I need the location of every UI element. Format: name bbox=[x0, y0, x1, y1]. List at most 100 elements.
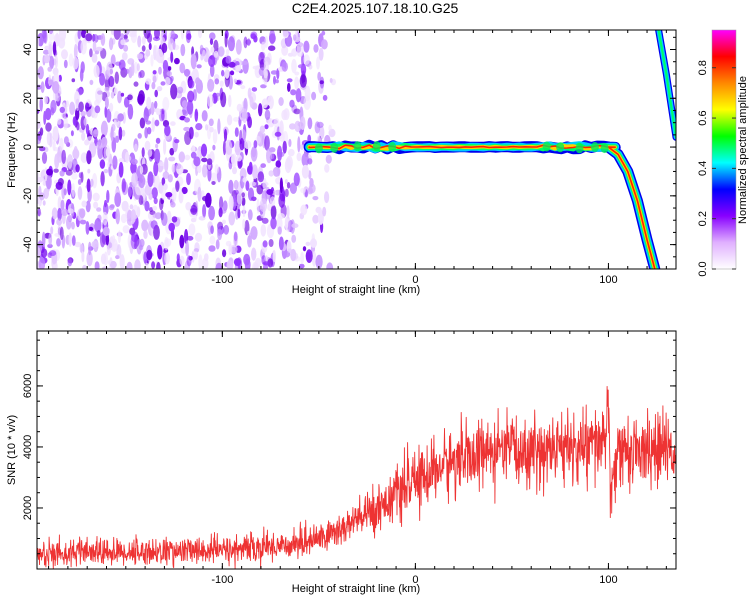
noise-speckle bbox=[162, 171, 170, 180]
noise-speckle bbox=[177, 86, 184, 94]
noise-speckle bbox=[54, 147, 59, 152]
noise-speckle bbox=[147, 149, 153, 158]
noise-speckle bbox=[118, 161, 124, 178]
noise-speckle bbox=[197, 186, 202, 202]
noise-speckle bbox=[288, 138, 292, 148]
noise-speckle bbox=[234, 140, 241, 156]
noise-speckle bbox=[37, 36, 40, 48]
noise-speckle bbox=[291, 223, 299, 229]
noise-speckle bbox=[183, 126, 191, 132]
noise-speckle bbox=[201, 110, 208, 122]
noise-speckle bbox=[253, 35, 258, 43]
noise-speckle bbox=[150, 220, 158, 230]
noise-speckle bbox=[79, 208, 86, 219]
noise-speckle bbox=[300, 251, 304, 265]
noise-speckle bbox=[39, 192, 45, 201]
noise-speckle bbox=[161, 212, 168, 226]
noise-speckle bbox=[234, 189, 239, 195]
noise-speckle bbox=[63, 136, 69, 145]
noise-speckle bbox=[282, 30, 289, 37]
noise-speckle bbox=[150, 101, 155, 116]
noise-speckle bbox=[85, 33, 93, 42]
noise-speckle bbox=[164, 236, 169, 251]
spectrogram-x-axis-label: Height of straight line (km) bbox=[292, 284, 420, 296]
noise-speckle bbox=[131, 172, 138, 187]
noise-speckle bbox=[179, 234, 185, 249]
noise-speckle bbox=[242, 177, 247, 183]
noise-speckle bbox=[57, 196, 62, 211]
noise-speckle bbox=[324, 164, 330, 173]
noise-speckle bbox=[71, 172, 78, 180]
noise-speckle bbox=[305, 249, 313, 263]
noise-speckle bbox=[170, 83, 178, 100]
noise-speckle bbox=[202, 195, 210, 202]
colorbar-gradient bbox=[712, 30, 736, 269]
noise-speckle bbox=[289, 99, 295, 108]
noise-speckle bbox=[241, 192, 245, 198]
noise-speckle bbox=[186, 255, 192, 267]
noise-speckle bbox=[146, 96, 152, 110]
noise-speckle bbox=[115, 208, 120, 225]
noise-speckle bbox=[227, 36, 235, 52]
noise-speckle bbox=[287, 52, 294, 57]
colorbar-frame bbox=[711, 29, 737, 270]
colorbar: 0.0 0.2 0.4 0.6 0.8 Normalized spectral ampl… bbox=[697, 29, 749, 277]
noise-speckle bbox=[315, 206, 322, 214]
noise-speckle bbox=[194, 232, 203, 242]
noise-speckle bbox=[326, 262, 334, 269]
noise-speckle bbox=[39, 127, 44, 136]
noise-speckle bbox=[44, 107, 52, 121]
noise-speckle bbox=[110, 54, 116, 67]
noise-speckle bbox=[188, 79, 195, 89]
noise-speckle bbox=[152, 213, 158, 219]
noise-speckle bbox=[186, 172, 191, 186]
noise-speckle bbox=[63, 104, 68, 115]
noise-speckle bbox=[231, 153, 237, 168]
noise-speckle bbox=[103, 169, 109, 174]
noise-speckle bbox=[110, 91, 115, 99]
noise-speckle bbox=[77, 30, 81, 40]
noise-speckle bbox=[131, 231, 139, 243]
noise-speckle bbox=[117, 113, 124, 122]
noise-speckle bbox=[221, 69, 225, 77]
noise-speckle bbox=[245, 180, 250, 192]
noise-speckle bbox=[225, 55, 232, 64]
noise-speckle bbox=[126, 261, 133, 269]
noise-speckle bbox=[52, 81, 60, 94]
noise-speckle bbox=[261, 41, 266, 51]
noise-speckle bbox=[94, 261, 100, 269]
noise-speckle bbox=[37, 207, 41, 217]
noise-speckle bbox=[277, 213, 285, 219]
noise-speckle bbox=[262, 177, 267, 190]
noise-speckle bbox=[258, 52, 265, 65]
carrier-blob bbox=[575, 143, 584, 154]
noise-speckle bbox=[291, 58, 297, 74]
noise-speckle bbox=[144, 200, 150, 212]
noise-speckle bbox=[164, 157, 169, 173]
noise-speckle bbox=[235, 61, 240, 67]
noise-speckle bbox=[224, 33, 228, 48]
noise-speckle bbox=[167, 66, 172, 71]
noise-speckle bbox=[136, 53, 144, 60]
noise-speckle bbox=[110, 30, 115, 35]
noise-speckle bbox=[72, 56, 79, 70]
noise-speckle bbox=[294, 120, 302, 133]
noise-speckle bbox=[180, 43, 186, 57]
noise-speckle bbox=[155, 143, 159, 149]
y-tick-label: 2000 bbox=[22, 496, 34, 520]
noise-speckle bbox=[311, 91, 317, 101]
noise-speckle bbox=[179, 62, 186, 74]
noise-speckle bbox=[53, 168, 59, 173]
noise-speckle bbox=[139, 238, 145, 248]
noise-speckle bbox=[213, 39, 219, 54]
noise-speckle bbox=[233, 258, 242, 267]
noise-speckle bbox=[50, 226, 54, 235]
noise-speckle bbox=[161, 110, 165, 121]
noise-speckle bbox=[185, 30, 191, 44]
noise-speckle bbox=[309, 177, 314, 188]
noise-speckle bbox=[257, 171, 265, 183]
noise-speckle bbox=[200, 143, 208, 157]
noise-speckle bbox=[42, 200, 46, 206]
noise-speckle bbox=[151, 117, 155, 132]
noise-speckle bbox=[122, 225, 130, 234]
